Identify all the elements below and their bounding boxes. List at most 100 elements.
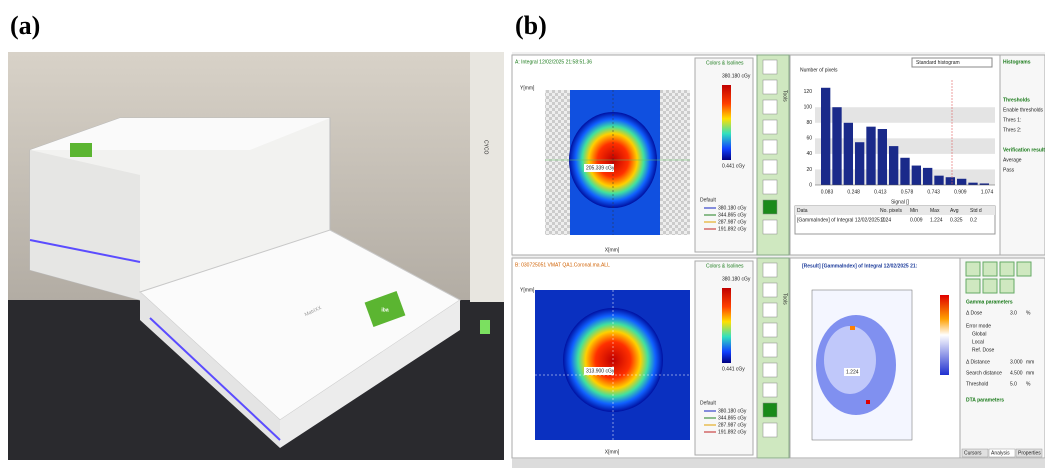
- x-tick-label: 0.743: [927, 189, 940, 195]
- side-label: Histograms: [1003, 59, 1031, 65]
- stats-table: Data [GammaIndex] of Integral 12/02/2025 …: [794, 205, 996, 235]
- wall-label: CYCO: [483, 140, 489, 155]
- tab-label: Cursors: [964, 450, 982, 456]
- axis-label: Y[mm]: [520, 85, 535, 91]
- param-label: Error mode: [966, 323, 991, 329]
- bar: [900, 157, 910, 185]
- table-header: Min: [910, 208, 918, 214]
- param-label: DTA parameters: [966, 397, 1004, 403]
- tab-label: Properties: [1018, 450, 1041, 456]
- param-label: Gamma parameters: [966, 299, 1013, 305]
- bar: [821, 87, 831, 185]
- param-label: 4.500: [1010, 370, 1023, 376]
- side-label: Enable thresholds: [1003, 107, 1044, 113]
- tools-label: Tools: [782, 90, 788, 102]
- y-tick-label: 80: [806, 120, 812, 126]
- tab: [961, 448, 989, 458]
- table-cell: 1024: [880, 217, 891, 223]
- bar: [843, 122, 853, 185]
- panel-label: (b): [515, 11, 547, 40]
- panel-header: Colors & Isolines: [706, 263, 744, 269]
- bar: [945, 177, 955, 185]
- tab-label: Analysis: [991, 450, 1010, 456]
- bar: [934, 175, 944, 185]
- cursor-value: 313.900 cGy: [586, 368, 615, 374]
- colorbar-max: 380.180 cGy: [722, 73, 751, 79]
- isoline: 344.865 cGy: [718, 415, 747, 421]
- param-label: mm: [1026, 370, 1034, 376]
- y-tick-label: 60: [806, 136, 812, 142]
- x-tick-label: 0.248: [847, 189, 860, 195]
- histogram-xlabel: Signal []: [891, 199, 910, 205]
- side-label: Thres 2:: [1003, 127, 1021, 133]
- view-title: B: 030725051 VMAT QA1.Coronal.ma.ALL: [515, 262, 610, 268]
- legend-title: Default: [700, 197, 716, 203]
- colorbar-max: 380.180 cGy: [722, 276, 751, 282]
- panel-header: Colors & Isolines: [706, 60, 744, 66]
- x-tick-label: 0.909: [954, 189, 967, 195]
- view-title: A: Integral 12/02/2025 21:58:51.36: [515, 59, 592, 65]
- bar: [979, 183, 989, 185]
- x-tick-label: 0.578: [901, 189, 914, 195]
- cursor-value: 1.224: [846, 369, 859, 375]
- side-label: Pass: [1003, 167, 1015, 173]
- tab: [1015, 448, 1043, 458]
- legend-title: Default: [700, 400, 716, 406]
- side-label: Average: [1003, 157, 1022, 163]
- histogram-ylabel: Number of pixels: [800, 67, 838, 73]
- table-cell: 0.325: [950, 217, 963, 223]
- table-header: No. pixels: [880, 208, 902, 214]
- y-tick-label: 40: [806, 151, 812, 157]
- table-cell: 0.009: [910, 217, 923, 223]
- param-label: Search distance: [966, 370, 1002, 376]
- table-cell: 0.2: [970, 217, 977, 223]
- table-header: Std d: [970, 208, 982, 214]
- isoline: 344.865 cGy: [718, 212, 747, 218]
- table-cell: [GammaIndex] of Integral 12/02/2025 2...: [797, 217, 888, 223]
- bar: [866, 126, 876, 185]
- isoline: 380.180 cGy: [718, 408, 747, 414]
- param-label: 3.0: [1010, 310, 1017, 316]
- param-label: Ref. Dose: [972, 347, 994, 353]
- isoline: 287.987 cGy: [718, 219, 747, 225]
- axis-label: X[mm]: [605, 247, 620, 253]
- bar: [923, 167, 933, 185]
- isoline: 380.180 cGy: [718, 205, 747, 211]
- isoline: 287.987 cGy: [718, 422, 747, 428]
- isoline: 191.892 cGy: [718, 226, 747, 232]
- axis-label: Y[mm]: [520, 287, 535, 293]
- param-label: 3.000: [1010, 359, 1023, 365]
- y-tick-label: 100: [804, 105, 813, 111]
- y-tick-label: 120: [804, 89, 813, 95]
- table-header: Max: [930, 208, 940, 214]
- bar: [889, 146, 899, 185]
- y-tick-label: 20: [806, 167, 812, 173]
- param-label: Threshold: [966, 381, 988, 387]
- x-tick-label: 0.413: [874, 189, 887, 195]
- table-header: Data: [797, 208, 808, 214]
- param-label: 5.0: [1010, 381, 1017, 387]
- x-tick-label: 1.074: [981, 189, 994, 195]
- y-tick-label: 0: [809, 182, 812, 188]
- x-tick-label: 0.083: [821, 189, 834, 195]
- brand-label: iba: [381, 307, 388, 313]
- bar: [855, 142, 865, 185]
- histogram: 0 20 40 60 80 100 120 0.083 0.248 0.413 0.578 0.743…: [804, 87, 995, 195]
- param-label: Local: [972, 339, 984, 345]
- grid-band: [815, 138, 995, 154]
- tools-label: Tools: [782, 293, 788, 305]
- side-label: Thres 1:: [1003, 117, 1021, 123]
- colors-panel: Colors & Isolines 380.180 cGy 0.441 cGy …: [694, 57, 754, 253]
- tab: [988, 448, 1016, 458]
- table-cell: 1.224: [930, 217, 943, 223]
- bar: [832, 107, 842, 185]
- side-label: Verification results: [1003, 147, 1045, 153]
- param-label: Δ Dose: [966, 310, 982, 316]
- bar: [957, 178, 967, 185]
- side-label: Thresholds: [1003, 97, 1030, 103]
- colorbar-min: 0.441 cGy: [722, 366, 745, 372]
- panel-label: (a): [10, 11, 40, 40]
- param-label: Δ Distance: [966, 359, 990, 365]
- histogram-mode: Standard histogram: [916, 60, 960, 66]
